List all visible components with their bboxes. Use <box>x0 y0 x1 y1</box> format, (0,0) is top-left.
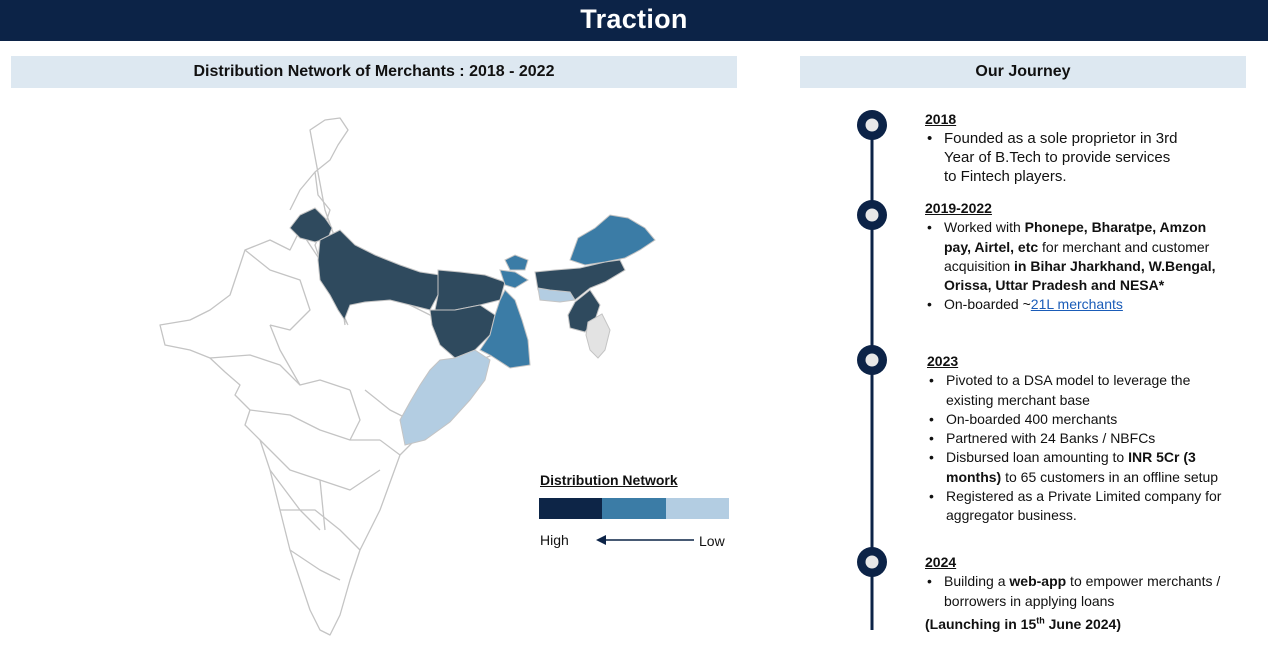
timeline-node-2023 <box>857 345 887 375</box>
timeline-node-2018 <box>857 110 887 140</box>
timeline <box>857 110 887 630</box>
milestone-point: Disbursed loan amounting to INR 5Cr (3 m… <box>927 448 1237 487</box>
legend-high-swatch <box>539 498 603 519</box>
milestone-year: 2023 <box>927 353 959 369</box>
region-bihar <box>434 269 506 311</box>
legend-title: Distribution Network <box>540 472 678 488</box>
milestone-2023: 2023 Pivoted to a DSA model to leverage … <box>927 352 1237 526</box>
region-arunachal-pradesh <box>569 214 656 266</box>
milestone-point: Pivoted to a DSA model to leverage the e… <box>927 371 1237 410</box>
region-uttar-pradesh <box>317 229 441 326</box>
milestone-point: Building a web-app to empower merchants … <box>925 572 1235 611</box>
region-mizoram <box>585 313 611 359</box>
page-title: Traction <box>580 4 688 34</box>
legend-arrow-icon <box>596 535 694 545</box>
map-section-title: Distribution Network of Merchants : 2018… <box>11 56 737 88</box>
milestone-point: On-boarded ~21L merchants <box>925 295 1235 315</box>
milestone-2019-2022: 2019-2022 Worked with Phonepe, Bharatpe,… <box>925 199 1235 315</box>
milestone-point: Worked with Phonepe, Bharatpe, Amzon pay… <box>925 218 1235 295</box>
milestone-point: On-boarded 400 merchants <box>927 410 1237 430</box>
region-odisha <box>399 349 491 446</box>
milestone-2024: 2024 Building a web-app to empower merch… <box>925 553 1235 634</box>
milestone-year: 2019-2022 <box>925 200 992 216</box>
milestone-point: Founded as a sole proprietor in 3rd Year… <box>925 129 1185 186</box>
merchants-link[interactable]: 21L merchants <box>1030 296 1123 313</box>
milestone-year: 2024 <box>925 554 957 570</box>
region-west-bengal <box>479 289 531 369</box>
milestone-point: Registered as a Private Limited company … <box>927 487 1237 526</box>
legend-high-label: High <box>540 532 569 548</box>
milestone-point: Partnered with 24 Banks / NBFCs <box>927 429 1237 449</box>
legend-low-swatch <box>665 498 729 519</box>
timeline-node-2019-2022 <box>857 200 887 230</box>
legend-color-bar <box>539 498 729 519</box>
region-jharkhand <box>429 304 496 359</box>
legend-medium-swatch <box>602 498 666 519</box>
milestone-point: (Launching in 15th June 2024) <box>925 614 1121 632</box>
milestone-year: 2018 <box>925 111 957 127</box>
timeline-node-2024 <box>857 547 887 577</box>
legend-low-label: Low <box>699 533 725 549</box>
milestone-2018: 2018 Founded as a sole proprietor in 3rd… <box>925 110 1185 186</box>
region-meghalaya <box>537 287 576 303</box>
header-bar: Traction <box>0 0 1268 41</box>
india-map <box>159 117 656 636</box>
journey-section-title: Our Journey <box>800 56 1246 88</box>
